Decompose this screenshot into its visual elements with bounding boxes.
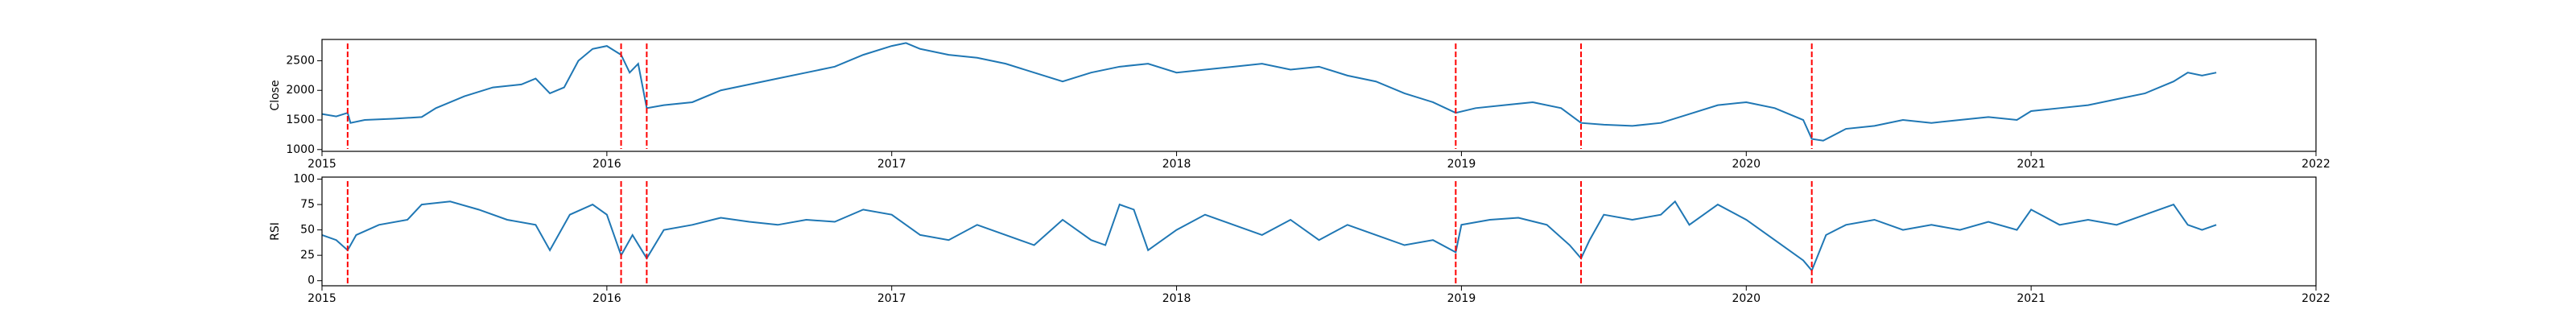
data-line — [321, 200, 2217, 272]
axes-frame — [321, 176, 2317, 287]
y-axis-label: Close — [269, 80, 282, 110]
x-tick-label: 2022 — [2301, 158, 2330, 171]
y-axis-label: RSI — [269, 222, 282, 241]
data-line — [321, 42, 2217, 142]
x-tick-label: 2021 — [2017, 158, 2046, 171]
y-tick-label: 2500 — [286, 54, 315, 67]
x-tick-label: 2022 — [2301, 292, 2330, 305]
x-tick-label: 2019 — [1447, 158, 1476, 171]
x-tick-label: 2020 — [1732, 292, 1761, 305]
y-tick-label: 0 — [308, 275, 315, 287]
x-tick-label: 2015 — [308, 158, 336, 171]
x-tick-label: 2015 — [308, 292, 336, 305]
x-tick-label: 2016 — [592, 292, 621, 305]
x-tick-label: 2016 — [592, 158, 621, 171]
y-tick-label: 1000 — [286, 143, 315, 156]
y-tick-label: 1500 — [286, 114, 315, 126]
x-tick-label: 2020 — [1732, 158, 1761, 171]
axes-frame — [321, 39, 2317, 152]
x-tick-label: 2018 — [1162, 158, 1191, 171]
y-tick-label: 75 — [300, 198, 315, 211]
x-tick-label: 2019 — [1447, 292, 1476, 305]
y-tick-label: 2000 — [286, 84, 315, 97]
y-tick-label: 100 — [293, 173, 315, 186]
y-tick-label: 50 — [300, 224, 315, 237]
x-tick-label: 2017 — [877, 158, 906, 171]
x-tick-label: 2021 — [2017, 292, 2046, 305]
x-tick-label: 2017 — [877, 292, 906, 305]
x-tick-label: 2018 — [1162, 292, 1191, 305]
y-tick-label: 25 — [300, 249, 315, 262]
